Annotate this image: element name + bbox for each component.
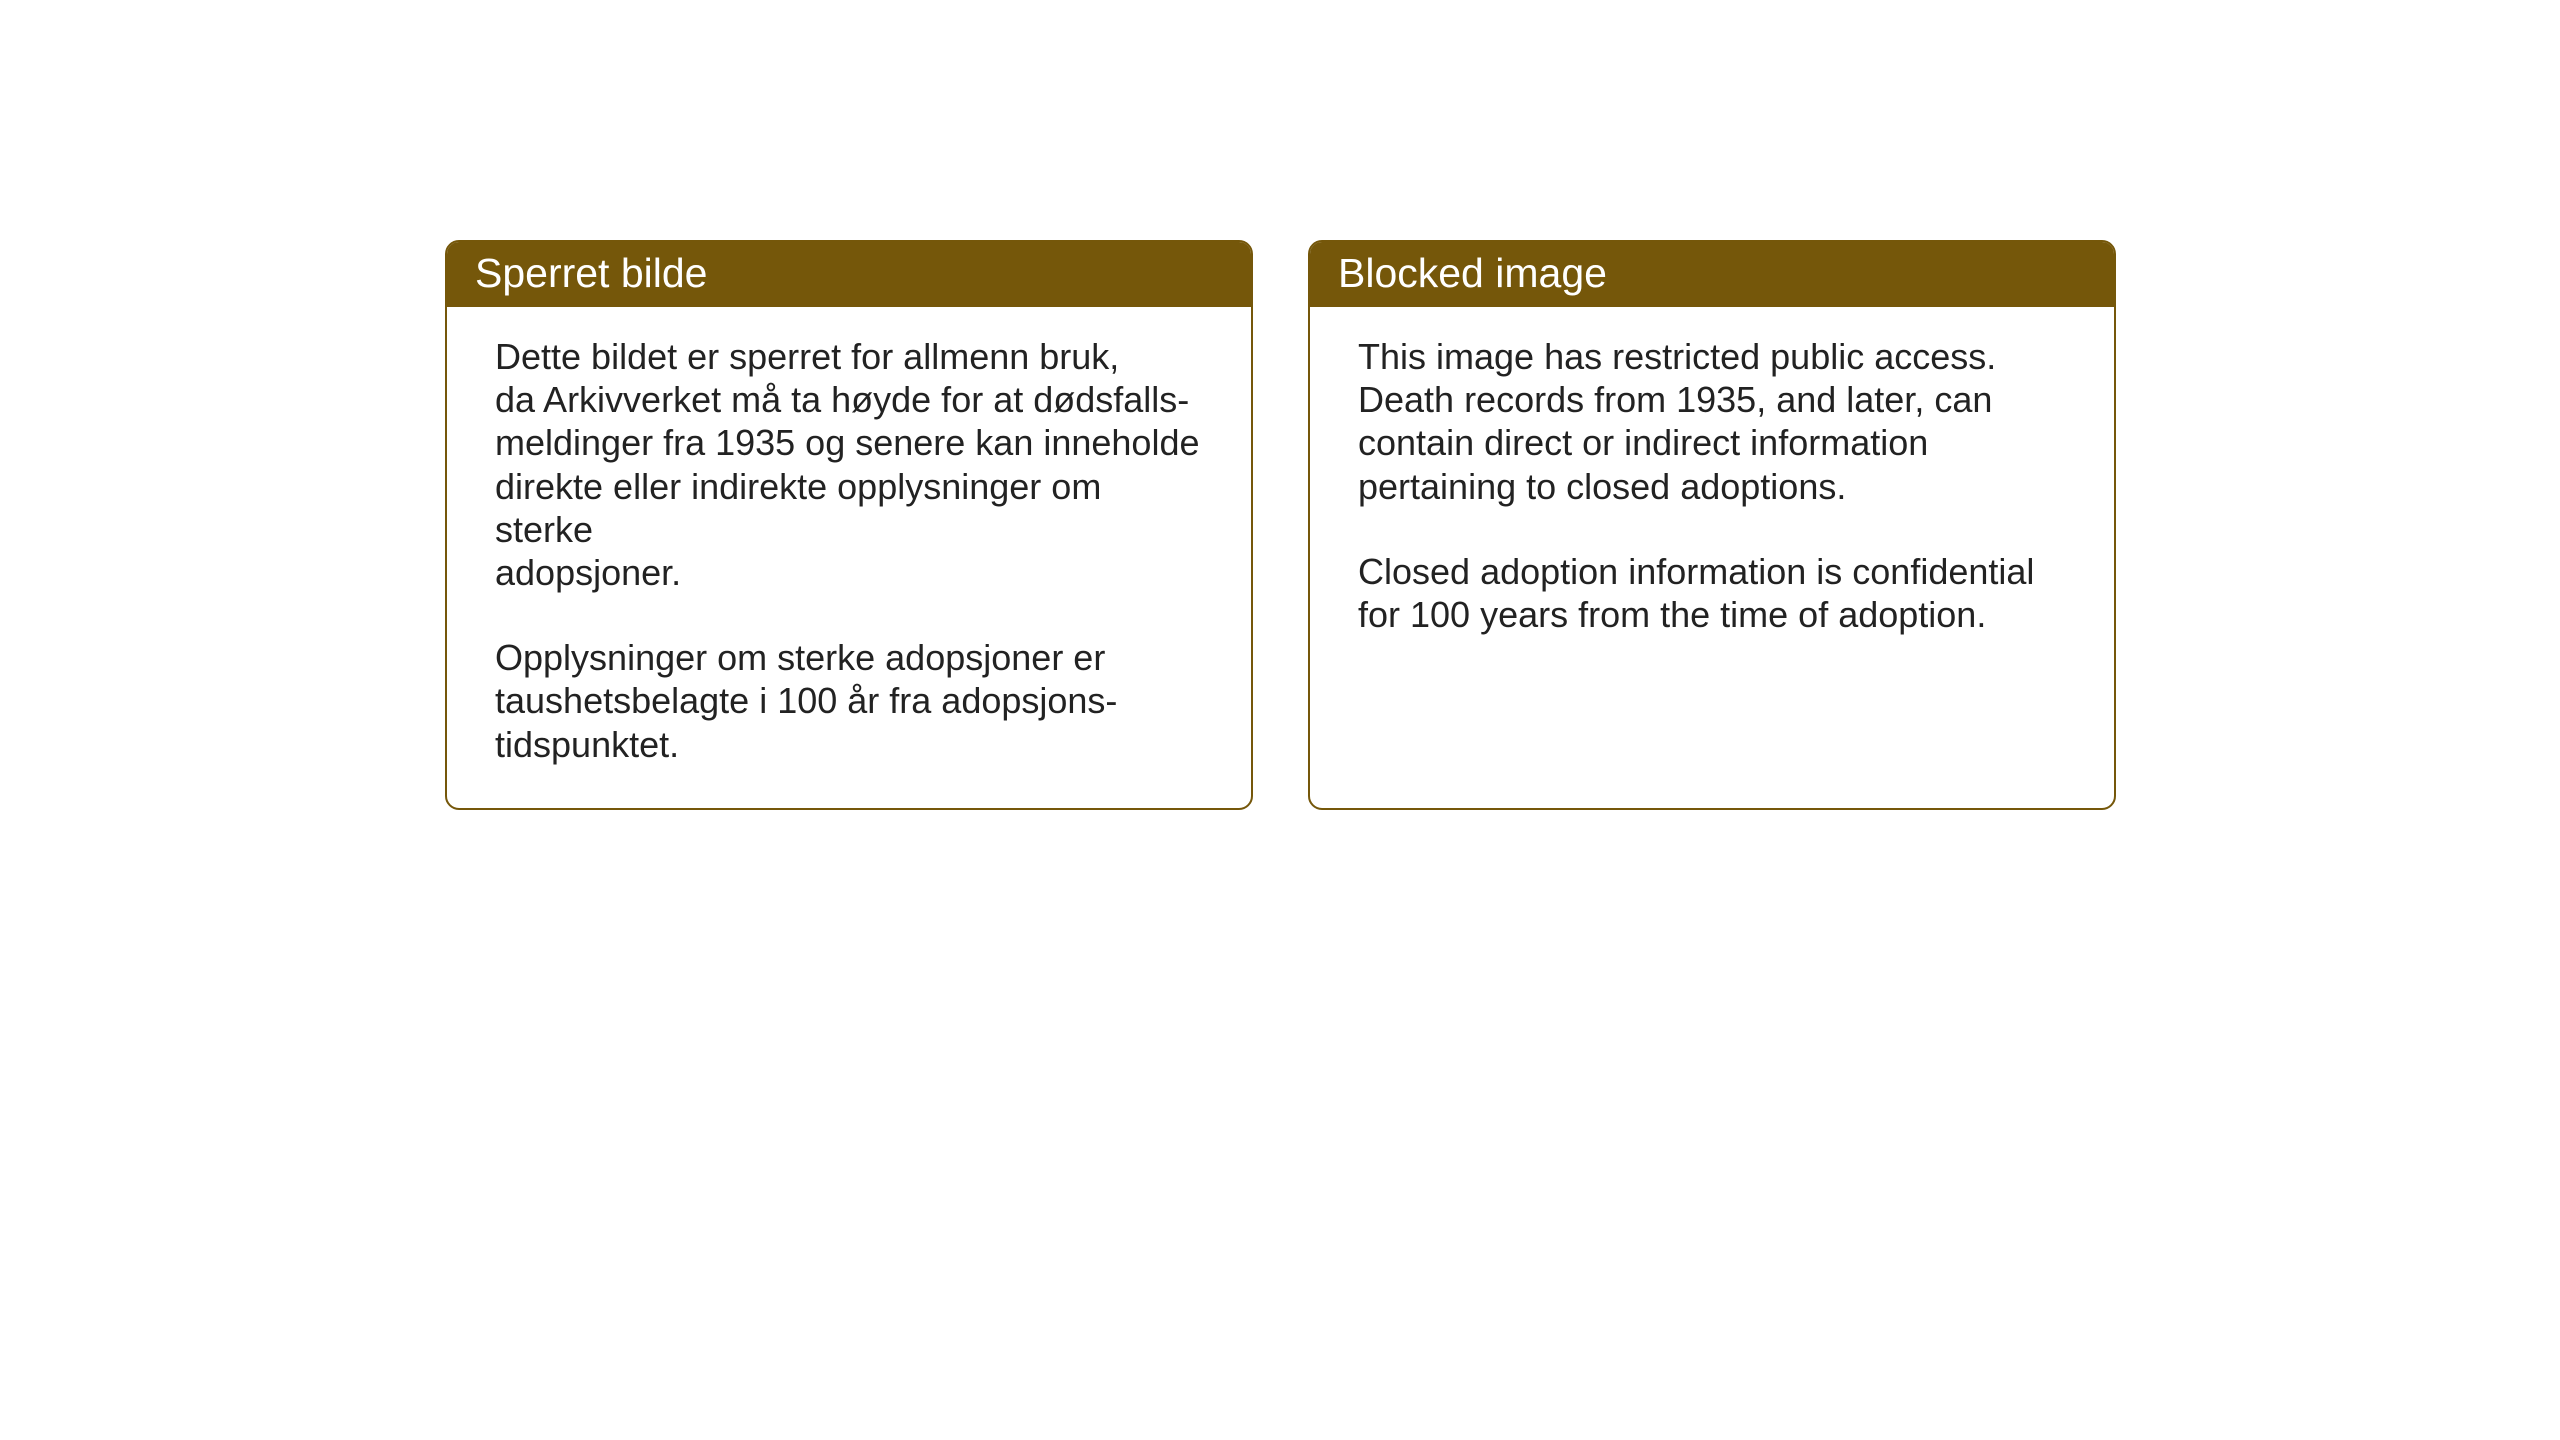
notice-header-english: Blocked image	[1310, 242, 2114, 307]
text-line: Opplysninger om sterke adopsjoner er	[495, 637, 1105, 678]
text-line: This image has restricted public access.	[1358, 336, 1996, 377]
notice-header-norwegian: Sperret bilde	[447, 242, 1251, 307]
paragraph-2-norwegian: Opplysninger om sterke adopsjoner er tau…	[495, 636, 1203, 766]
text-line: Closed adoption information is confident…	[1358, 551, 2034, 592]
notice-box-english: Blocked image This image has restricted …	[1308, 240, 2116, 810]
notice-container: Sperret bilde Dette bildet er sperret fo…	[445, 240, 2116, 810]
text-line: meldinger fra 1935 og senere kan innehol…	[495, 422, 1200, 463]
notice-body-norwegian: Dette bildet er sperret for allmenn bruk…	[447, 307, 1251, 808]
text-line: Dette bildet er sperret for allmenn bruk…	[495, 336, 1119, 377]
text-line: for 100 years from the time of adoption.	[1358, 594, 1986, 635]
text-line: da Arkivverket må ta høyde for at dødsfa…	[495, 379, 1189, 420]
paragraph-2-english: Closed adoption information is confident…	[1358, 550, 2066, 636]
text-line: Death records from 1935, and later, can	[1358, 379, 1992, 420]
paragraph-1-english: This image has restricted public access.…	[1358, 335, 2066, 508]
text-line: direkte eller indirekte opplysninger om …	[495, 466, 1101, 550]
notice-body-english: This image has restricted public access.…	[1310, 307, 2114, 678]
paragraph-1-norwegian: Dette bildet er sperret for allmenn bruk…	[495, 335, 1203, 594]
notice-box-norwegian: Sperret bilde Dette bildet er sperret fo…	[445, 240, 1253, 810]
text-line: pertaining to closed adoptions.	[1358, 466, 1846, 507]
text-line: contain direct or indirect information	[1358, 422, 1928, 463]
text-line: taushetsbelagte i 100 år fra adopsjons-	[495, 680, 1117, 721]
text-line: adopsjoner.	[495, 552, 681, 593]
text-line: tidspunktet.	[495, 724, 679, 765]
